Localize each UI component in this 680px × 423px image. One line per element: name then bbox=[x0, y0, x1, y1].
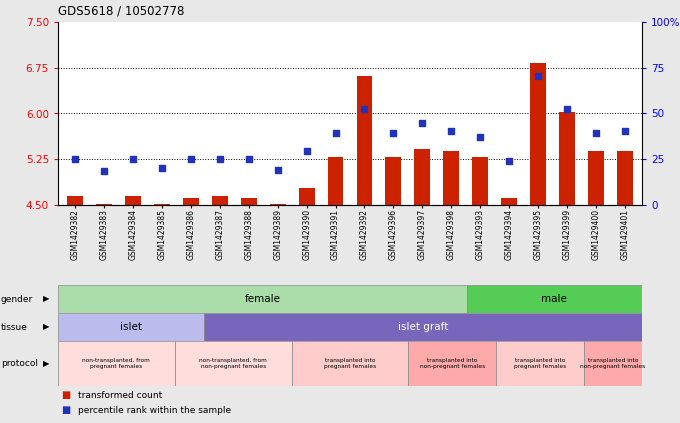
Point bbox=[359, 105, 370, 112]
Text: islet graft: islet graft bbox=[398, 322, 448, 332]
Text: percentile rank within the sample: percentile rank within the sample bbox=[78, 406, 231, 415]
Bar bbox=[183, 198, 199, 205]
Bar bbox=[530, 63, 546, 205]
Point bbox=[272, 166, 283, 173]
Text: male: male bbox=[541, 294, 567, 304]
Point bbox=[214, 156, 225, 162]
Point bbox=[99, 168, 109, 175]
Text: tissue: tissue bbox=[1, 322, 28, 332]
Bar bbox=[443, 151, 459, 205]
Text: transplanted into
pregnant females: transplanted into pregnant females bbox=[324, 358, 376, 369]
Point bbox=[562, 105, 573, 112]
Bar bbox=[67, 196, 83, 205]
Bar bbox=[386, 157, 401, 205]
Text: transformed count: transformed count bbox=[78, 390, 163, 399]
Bar bbox=[154, 204, 170, 205]
Bar bbox=[58, 285, 466, 313]
Bar bbox=[175, 341, 292, 386]
Text: ▶: ▶ bbox=[43, 294, 50, 303]
Bar bbox=[496, 341, 583, 386]
Bar bbox=[270, 204, 286, 205]
Text: GDS5618 / 10502778: GDS5618 / 10502778 bbox=[58, 5, 184, 18]
Bar bbox=[414, 149, 430, 205]
Point bbox=[330, 129, 341, 136]
Text: female: female bbox=[244, 294, 280, 304]
Text: ■: ■ bbox=[61, 405, 71, 415]
Bar bbox=[501, 198, 517, 205]
Bar bbox=[58, 341, 175, 386]
Bar bbox=[212, 196, 228, 205]
Text: non-transplanted, from
pregnant females: non-transplanted, from pregnant females bbox=[82, 358, 150, 369]
Bar bbox=[328, 157, 343, 205]
Bar bbox=[356, 76, 373, 205]
Point bbox=[619, 127, 630, 134]
Point bbox=[504, 158, 515, 165]
Bar bbox=[559, 112, 575, 205]
Bar bbox=[58, 313, 204, 341]
Bar bbox=[617, 151, 632, 205]
Text: ▶: ▶ bbox=[43, 359, 50, 368]
Bar bbox=[472, 157, 488, 205]
Text: protocol: protocol bbox=[1, 359, 37, 368]
Bar bbox=[299, 188, 315, 205]
Bar bbox=[588, 151, 604, 205]
Point bbox=[186, 156, 197, 162]
Text: transplanted into
pregnant females: transplanted into pregnant females bbox=[513, 358, 566, 369]
Text: transplanted into
non-pregnant females: transplanted into non-pregnant females bbox=[580, 358, 645, 369]
Point bbox=[388, 129, 398, 136]
Text: transplanted into
non-pregnant females: transplanted into non-pregnant females bbox=[420, 358, 485, 369]
Bar bbox=[241, 198, 257, 205]
Point bbox=[301, 148, 312, 155]
Point bbox=[70, 156, 81, 162]
Bar bbox=[204, 313, 642, 341]
Text: ■: ■ bbox=[61, 390, 71, 400]
Text: non-transplanted, from
non-pregnant females: non-transplanted, from non-pregnant fema… bbox=[199, 358, 267, 369]
Text: ▶: ▶ bbox=[43, 322, 50, 332]
Bar bbox=[125, 196, 141, 205]
Bar bbox=[583, 341, 642, 386]
Bar bbox=[409, 341, 496, 386]
Bar bbox=[97, 204, 112, 205]
Point bbox=[243, 156, 254, 162]
Bar bbox=[466, 285, 642, 313]
Point bbox=[590, 129, 601, 136]
Point bbox=[475, 133, 486, 140]
Bar bbox=[292, 341, 409, 386]
Point bbox=[446, 127, 457, 134]
Point bbox=[532, 72, 543, 79]
Point bbox=[128, 156, 139, 162]
Point bbox=[156, 165, 167, 172]
Point bbox=[417, 119, 428, 126]
Text: gender: gender bbox=[1, 294, 33, 303]
Text: islet: islet bbox=[120, 322, 142, 332]
